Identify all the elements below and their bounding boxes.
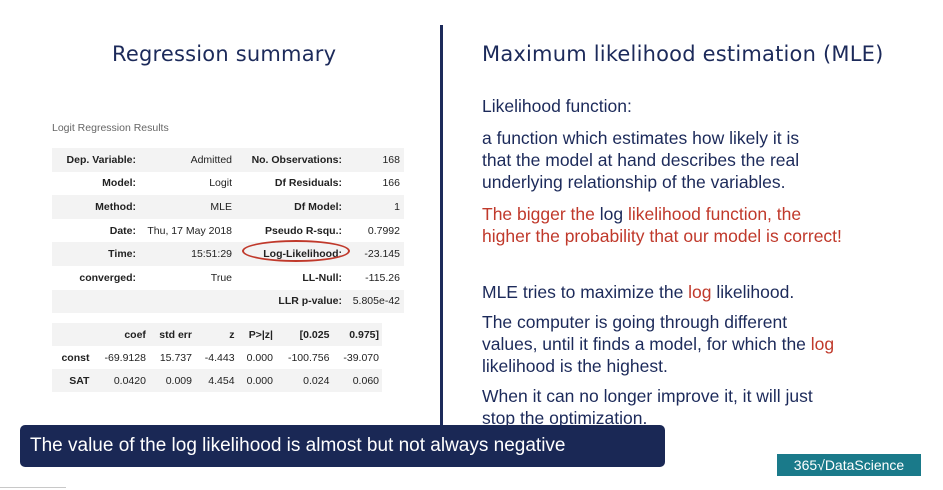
coef-cell: 4.454 (208, 374, 235, 387)
coef-header-cell: std err (159, 328, 192, 341)
when-line1: When it can no longer improve it, it wil… (482, 386, 813, 406)
mle-tries-part2: likelihood. (711, 282, 795, 302)
lf-desc-line: that the model at hand describes the rea… (482, 150, 800, 170)
subtitle-text: The value of the log likelihood is almos… (30, 435, 566, 456)
summary-cell: Method: (95, 200, 136, 213)
summary-cell: Model: (102, 177, 136, 190)
coef-cell: -4.443 (204, 351, 235, 364)
summary-cell: 15:51:29 (191, 248, 232, 261)
bigger-part1: The bigger the (482, 204, 600, 224)
computer-line1: The computer is going through different (482, 312, 788, 332)
summary-cell: LLR p-value: (278, 295, 342, 308)
mle-title: Maximum likelihood estimation (MLE) (482, 42, 884, 66)
summary-cell: Logit (209, 177, 232, 190)
summary-row: Model: Logit Df Residuals: 166 (52, 172, 404, 196)
coef-header-cell: z (229, 328, 235, 341)
coef-row: SAT 0.0420 0.009 4.454 0.000 0.024 0.060 (52, 369, 382, 393)
vertical-divider (440, 25, 443, 425)
regression-caption: Logit Regression Results (52, 122, 169, 134)
summary-cell: 168 (382, 153, 400, 166)
coef-cell: 0.060 (352, 374, 379, 387)
likelihood-function-heading: Likelihood function: (482, 96, 632, 116)
summary-cell: Thu, 17 May 2018 (147, 224, 232, 237)
summary-cell: 0.7992 (367, 224, 400, 237)
lf-desc-line: a function which estimates how likely it… (482, 128, 800, 148)
summary-cell (140, 290, 236, 314)
summary-row: Time: 15:51:29 Log-Likelihood: -23.145 (52, 242, 404, 266)
bigger-likelihood-statement: The bigger the log likelihood function, … (482, 203, 922, 247)
mle-tries-statement: MLE tries to maximize the log likelihood… (482, 281, 922, 303)
summary-row: Date: Thu, 17 May 2018 Pseudo R-squ.: 0.799… (52, 219, 404, 243)
coef-cell: 0.000 (246, 351, 273, 364)
summary-cell: MLE (210, 200, 232, 213)
log-likelihood-highlight-circle (242, 240, 350, 262)
summary-cell: Time: (108, 248, 136, 261)
lf-desc-line: underlying relationship of the variables… (482, 172, 786, 192)
summary-cell: Df Residuals: (274, 177, 342, 190)
regression-summary-title: Regression summary (112, 42, 337, 66)
summary-cell: LL-Null: (302, 271, 342, 284)
summary-row: LLR p-value: 5.805e-42 (52, 289, 404, 314)
coef-header-cell: 0.975] (349, 328, 379, 341)
log-word: log (599, 204, 624, 224)
coef-cell: 0.024 (303, 374, 330, 387)
coef-header-row: coef std err z P>|z| [0.025 0.975] (52, 323, 382, 347)
coef-cell: 0.000 (246, 374, 273, 387)
coef-cell: -69.9128 (104, 351, 146, 364)
summary-row: converged: True LL-Null: -115.26 (52, 266, 404, 290)
log-word: log (688, 282, 712, 302)
when-line2: stop the optimization. (482, 408, 648, 428)
coef-row: const -69.9128 15.737 -4.443 0.000 -100.756 -3… (52, 346, 382, 369)
log-word: log (810, 334, 835, 354)
summary-cell: converged: (79, 271, 136, 284)
coef-header-cell: [0.025 (299, 328, 330, 341)
bigger-line2: higher the probability that our model is… (482, 226, 842, 246)
mle-tries-part1: MLE tries to maximize the (482, 282, 689, 302)
summary-cell: -115.26 (365, 271, 400, 284)
coef-cell: 0.009 (165, 374, 192, 387)
summary-cell (52, 290, 140, 314)
summary-cell: Dep. Variable: (66, 153, 136, 166)
summary-cell: 1 (394, 200, 400, 213)
coefficient-table: coef std err z P>|z| [0.025 0.975] const -69.91… (52, 323, 382, 393)
summary-cell: Date: (109, 224, 136, 237)
likelihood-function-description: a function which estimates how likely it… (482, 127, 922, 193)
summary-cell: Pseudo R-squ.: (264, 224, 342, 237)
summary-cell: -23.145 (364, 248, 400, 261)
summary-table: Dep. Variable: Admitted No. Observations: 1… (52, 148, 404, 314)
bigger-part2: likelihood function, the (623, 204, 802, 224)
coef-cell: -39.070 (343, 351, 379, 364)
coef-header-cell: coef (124, 328, 146, 341)
computer-statement: The computer is going through different … (482, 311, 922, 377)
summary-cell: 166 (382, 177, 400, 190)
coef-cell: 0.0420 (113, 374, 146, 387)
subtitle-caption-bar: The value of the log likelihood is almos… (20, 425, 665, 467)
computer-line3: likelihood is the highest. (482, 356, 668, 376)
when-statement: When it can no longer improve it, it wil… (482, 385, 922, 429)
progress-line (0, 487, 66, 488)
summary-cell: Df Model: (294, 200, 342, 213)
datascience-logo: 365√DataScience (777, 454, 921, 476)
computer-line2: values, until it finds a model, for whic… (482, 334, 811, 354)
coef-cell: SAT (69, 374, 90, 387)
summary-cell: No. Observations: (251, 153, 342, 166)
coef-cell: -100.756 (287, 351, 330, 364)
coef-cell: 15.737 (159, 351, 192, 364)
summary-cell: Admitted (190, 153, 232, 166)
regression-results: Logit Regression Results Dep. Variable: A… (52, 122, 404, 393)
summary-cell: True (210, 271, 232, 284)
summary-cell: 5.805e-42 (352, 295, 400, 308)
coef-cell: const (61, 351, 90, 364)
summary-row: Dep. Variable: Admitted No. Observations: 1… (52, 148, 404, 172)
coef-header-cell (52, 323, 92, 346)
coef-header-cell: P>|z| (248, 328, 273, 341)
summary-row: Method: MLE Df Model: 1 (52, 195, 404, 219)
